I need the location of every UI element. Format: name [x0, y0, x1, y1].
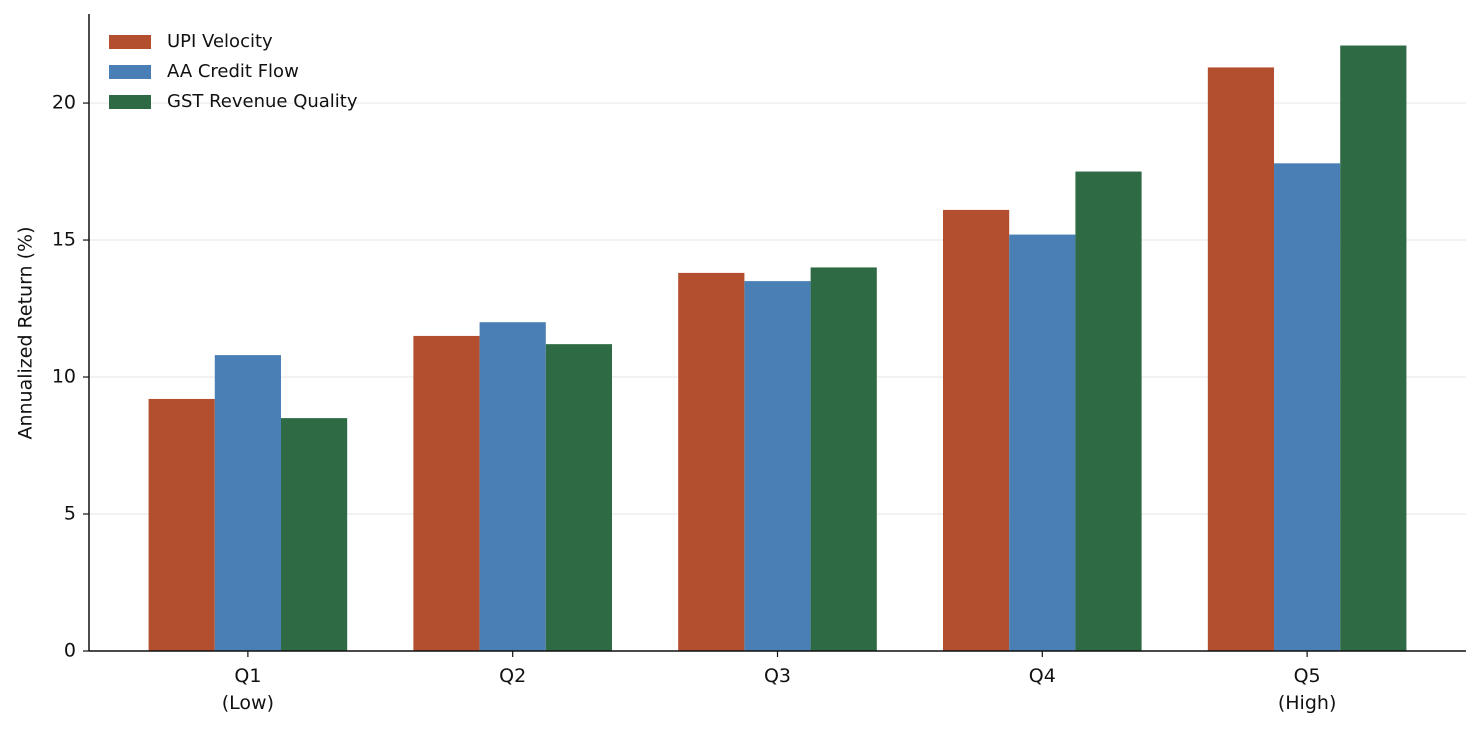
bar [744, 281, 811, 651]
y-axis-label: Annualized Return (%) [15, 226, 37, 439]
x-tick-label: Q3 [764, 665, 791, 687]
legend-swatch [109, 65, 151, 79]
bar [280, 418, 348, 651]
legend-swatch [109, 35, 151, 49]
bar [479, 322, 546, 651]
bar [1009, 234, 1076, 652]
legend-label: AA Credit Flow [167, 61, 299, 82]
bar [1075, 171, 1142, 651]
legend-swatch [109, 95, 151, 109]
bar [810, 267, 877, 651]
bar [1340, 45, 1407, 652]
bar [148, 398, 215, 651]
bar [214, 355, 281, 651]
bar [678, 272, 745, 651]
y-tick-label: 15 [52, 229, 76, 251]
bar [545, 344, 612, 651]
x-tick-label: Q2 [499, 665, 526, 687]
bar [943, 209, 1010, 651]
bar [413, 335, 480, 651]
legend-label: UPI Velocity [167, 31, 273, 52]
bar [1274, 163, 1341, 651]
x-tick-label: Q1 (Low) [222, 665, 274, 714]
y-tick-label: 0 [64, 640, 76, 662]
legend-label: GST Revenue Quality [167, 91, 358, 112]
bar [1207, 67, 1275, 652]
x-tick-label: Q4 [1029, 665, 1056, 687]
x-tick-label: Q5 (High) [1278, 665, 1337, 714]
y-tick-label: 20 [52, 92, 76, 114]
legend: UPI Velocity AA Credit Flow GST Revenue Qu… [109, 31, 358, 112]
y-tick-label: 10 [52, 366, 76, 388]
y-tick-label: 5 [64, 503, 76, 525]
